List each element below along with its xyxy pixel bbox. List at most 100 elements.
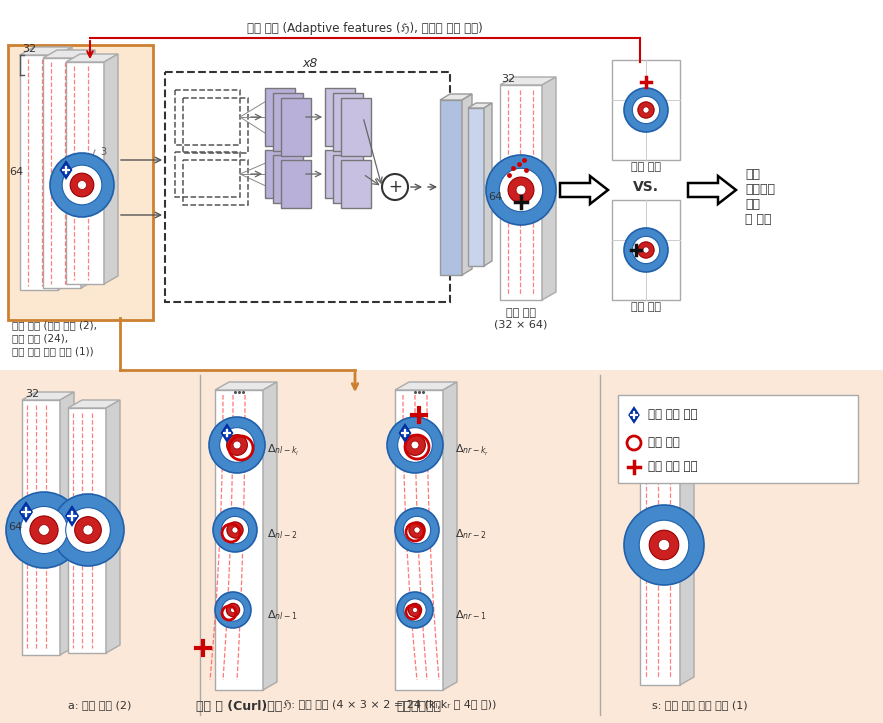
Polygon shape — [395, 382, 457, 390]
Circle shape — [83, 525, 93, 535]
Bar — [440, 100, 462, 275]
Polygon shape — [688, 176, 736, 204]
Circle shape — [30, 516, 58, 544]
Bar — [183, 160, 248, 205]
Polygon shape — [443, 382, 457, 690]
Polygon shape — [20, 47, 72, 55]
Polygon shape — [61, 162, 72, 178]
Circle shape — [222, 516, 249, 544]
Circle shape — [382, 174, 408, 200]
Polygon shape — [263, 382, 277, 690]
Polygon shape — [462, 94, 472, 275]
Circle shape — [78, 181, 87, 189]
Text: 오른쪽컬방향: 오른쪽컬방향 — [396, 700, 442, 713]
Text: x8: x8 — [302, 57, 318, 70]
Circle shape — [395, 508, 439, 552]
Bar — [215, 390, 263, 690]
Circle shape — [62, 165, 102, 205]
Bar — [0, 370, 883, 723]
Circle shape — [227, 435, 247, 455]
Circle shape — [209, 417, 265, 473]
Text: 적응 투구 전략: 적응 투구 전략 — [648, 461, 698, 474]
Circle shape — [499, 168, 543, 212]
Polygon shape — [106, 400, 120, 653]
Text: $\Delta_{nr-2}$: $\Delta_{nr-2}$ — [455, 527, 487, 541]
Bar — [8, 45, 153, 320]
Circle shape — [387, 417, 443, 473]
Circle shape — [65, 508, 110, 552]
Bar — [341, 98, 371, 156]
Circle shape — [408, 603, 422, 617]
Polygon shape — [500, 77, 556, 85]
Bar — [325, 150, 355, 198]
Text: 3: 3 — [100, 147, 106, 157]
Circle shape — [639, 521, 689, 570]
Circle shape — [486, 155, 556, 225]
Text: 투구
파라미터
제어
및 투구: 투구 파라미터 제어 및 투구 — [745, 168, 775, 226]
Circle shape — [6, 492, 82, 568]
Bar — [183, 98, 248, 153]
Text: 입력 특징 (전략 특징 (2),: 입력 특징 (전략 특징 (2), — [12, 320, 97, 330]
Text: 적응 특징 (24),: 적응 특징 (24), — [12, 333, 68, 343]
Circle shape — [52, 494, 124, 566]
Bar — [273, 93, 303, 151]
Text: 64: 64 — [8, 522, 22, 532]
Circle shape — [624, 228, 668, 272]
Circle shape — [632, 96, 660, 124]
Polygon shape — [222, 425, 232, 441]
Polygon shape — [484, 103, 492, 266]
Polygon shape — [400, 425, 411, 441]
Polygon shape — [680, 407, 694, 685]
Polygon shape — [22, 392, 74, 400]
Circle shape — [232, 527, 238, 533]
Polygon shape — [440, 94, 472, 100]
Circle shape — [220, 427, 254, 463]
Text: 원측 컬 (Curl)방향: 원측 컬 (Curl)방향 — [196, 700, 283, 713]
Text: $\Delta_{nr-1}$: $\Delta_{nr-1}$ — [455, 608, 487, 622]
Text: $\Delta_{nl-k_l}$: $\Delta_{nl-k_l}$ — [267, 443, 299, 458]
Text: 32: 32 — [501, 74, 515, 84]
Text: 64: 64 — [488, 192, 502, 202]
Bar — [22, 400, 60, 655]
Bar — [333, 155, 363, 203]
Polygon shape — [560, 176, 608, 204]
Circle shape — [414, 527, 420, 533]
Text: VS.: VS. — [633, 180, 659, 194]
Bar — [175, 90, 240, 145]
Circle shape — [50, 153, 114, 217]
Circle shape — [397, 592, 433, 628]
Circle shape — [215, 592, 251, 628]
Circle shape — [233, 441, 241, 449]
Bar — [273, 155, 303, 203]
Circle shape — [632, 236, 660, 264]
Circle shape — [411, 441, 419, 449]
Polygon shape — [640, 407, 694, 415]
Circle shape — [75, 517, 102, 543]
Circle shape — [404, 435, 426, 455]
Text: +: + — [388, 178, 402, 196]
Bar — [265, 150, 295, 198]
Bar — [341, 160, 371, 208]
Bar — [281, 160, 311, 208]
Polygon shape — [468, 103, 492, 108]
Text: 투구 목표 전략: 투구 목표 전략 — [648, 408, 698, 422]
Text: 투구 결과: 투구 결과 — [631, 302, 661, 312]
Polygon shape — [58, 47, 72, 290]
Polygon shape — [66, 54, 118, 62]
Polygon shape — [60, 392, 74, 655]
Polygon shape — [68, 400, 120, 408]
Polygon shape — [104, 54, 118, 284]
Bar — [640, 415, 680, 685]
Bar — [43, 58, 81, 288]
Text: $\Delta_{nl-2}$: $\Delta_{nl-2}$ — [267, 527, 298, 541]
Circle shape — [70, 174, 94, 197]
Text: a: 전략 특징 (2): a: 전략 특징 (2) — [68, 700, 132, 710]
Text: 투구 전략: 투구 전략 — [631, 162, 661, 172]
Circle shape — [643, 107, 649, 113]
Text: 이전 투구 궤적 특징 (1)): 이전 투구 궤적 특징 (1)) — [12, 346, 94, 356]
Circle shape — [649, 530, 679, 560]
Circle shape — [222, 599, 245, 621]
Text: $\Delta_{nr-k_r}$: $\Delta_{nr-k_r}$ — [455, 443, 489, 458]
Bar — [0, 0, 883, 370]
Circle shape — [412, 607, 418, 612]
